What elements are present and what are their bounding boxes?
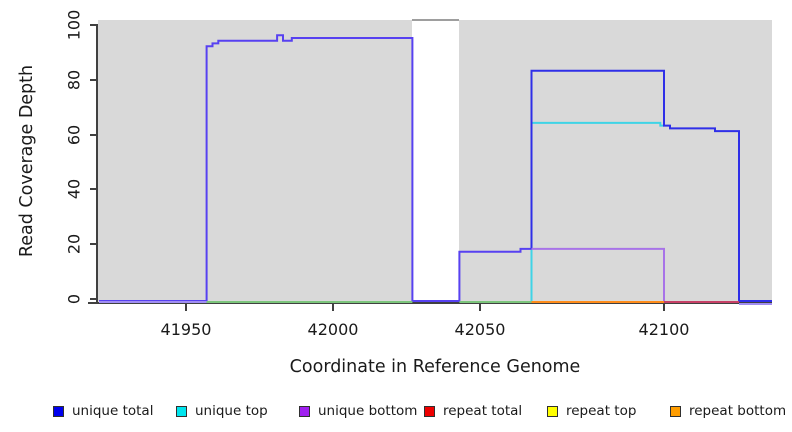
legend-label: repeat top	[566, 403, 637, 419]
legend-swatch-icon	[670, 405, 681, 417]
legend-swatch-icon	[547, 405, 558, 417]
x-axis-line	[88, 302, 772, 304]
y-tick	[90, 243, 97, 246]
y-tick	[90, 78, 97, 81]
legend-item-repeat-top: repeat top	[547, 403, 636, 419]
y-tick-label: 80	[64, 69, 84, 90]
y-tick	[90, 298, 97, 300]
y-tick-label: 0	[64, 293, 84, 305]
x-axis-title: Coordinate in Reference Genome	[289, 357, 581, 377]
y-axis-title: Read Coverage Depth	[17, 64, 37, 258]
x-tick-label: 42000	[307, 320, 359, 339]
coverage-gap-band	[412, 21, 460, 303]
legend-swatch-icon	[53, 405, 64, 417]
legend-item-unique-total: unique total	[53, 403, 153, 419]
x-tick	[479, 304, 481, 311]
x-tick	[663, 304, 665, 311]
legend-swatch-icon	[424, 405, 435, 417]
x-tick	[185, 304, 187, 311]
legend-item-unique-top: unique top	[176, 403, 268, 419]
x-tick-label: 41950	[160, 320, 212, 339]
legend-label: unique bottom	[318, 403, 418, 419]
legend-label: unique top	[195, 403, 268, 419]
legend-item-unique-bottom: unique bottom	[299, 403, 417, 419]
y-tick	[90, 188, 97, 191]
x-tick	[332, 304, 334, 311]
y-tick-label: 100	[64, 9, 84, 41]
legend-label: repeat total	[443, 403, 523, 419]
legend-item-repeat-total: repeat total	[424, 403, 522, 419]
y-tick	[90, 24, 97, 26]
legend-swatch-icon	[299, 405, 310, 417]
chart-legend: unique total unique top unique bottom repea…	[0, 400, 792, 422]
legend-item-repeat-bottom: repeat bottom	[670, 403, 786, 419]
y-tick-label: 60	[64, 124, 84, 145]
y-tick-label: 40	[64, 179, 84, 200]
x-tick-label: 42100	[638, 320, 690, 339]
legend-label: unique total	[72, 403, 154, 419]
legend-swatch-icon	[176, 405, 187, 417]
y-axis-line	[96, 24, 98, 303]
y-tick-label: 20	[64, 234, 84, 255]
x-tick-label: 42050	[454, 320, 506, 339]
coverage-gap-top-border	[412, 19, 460, 21]
y-tick	[90, 133, 97, 136]
legend-label: repeat bottom	[689, 403, 787, 419]
